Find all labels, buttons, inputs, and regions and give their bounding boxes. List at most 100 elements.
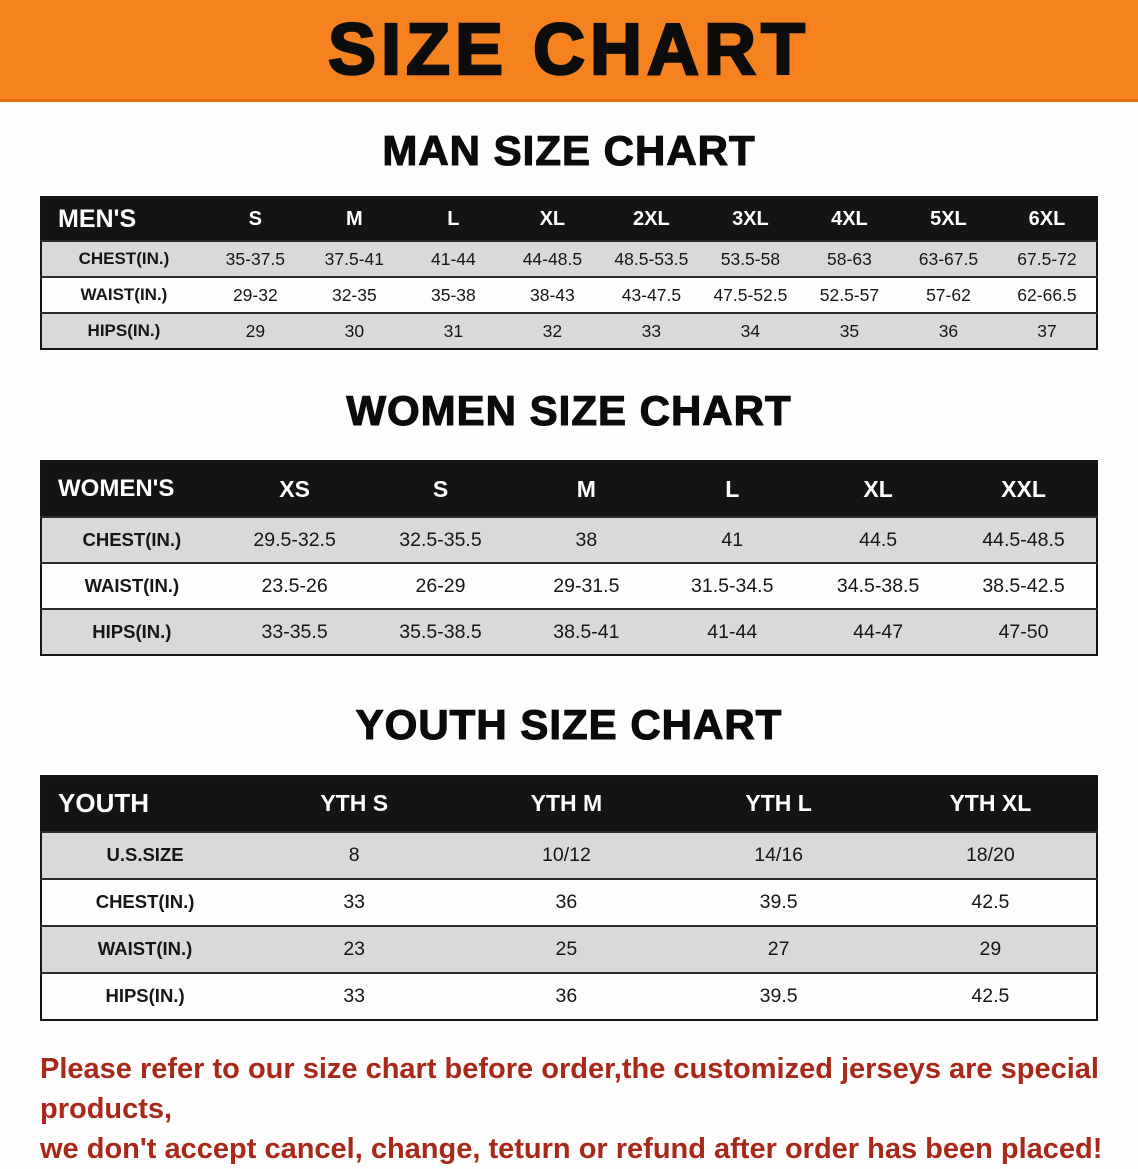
size-value: 44.5 [805, 516, 952, 564]
row-label: HIPS(IN.) [41, 608, 222, 656]
size-value: 62-66.5 [997, 276, 1097, 314]
size-value: 42.5 [884, 971, 1097, 1020]
size-value: 44-48.5 [502, 240, 602, 278]
size-value: 53.5-58 [700, 240, 800, 278]
size-value: 25 [460, 924, 673, 973]
man-size-chart-heading: MAN SIZE CHART [382, 127, 756, 174]
size-value: 47-50 [951, 608, 1097, 656]
size-value: 23.5-26 [221, 562, 368, 610]
size-value: 38 [513, 516, 660, 564]
size-value: 29 [884, 924, 1097, 973]
row-label: HIPS(IN.) [41, 312, 206, 350]
table-row: HIPS(IN.) 33-35.5 35.5-38.5 38.5-41 41-44 44-… [41, 608, 1097, 656]
size-column-header: M [346, 207, 363, 230]
size-value: 37 [997, 312, 1097, 350]
banner-title: SIZE CHART [327, 9, 810, 90]
size-value: 47.5-52.5 [700, 276, 800, 314]
size-column-header: XL [863, 475, 893, 502]
size-value: 33 [601, 312, 701, 350]
size-column-header: YTH L [745, 790, 812, 817]
size-value: 34 [700, 312, 800, 350]
size-value: 63-67.5 [898, 240, 998, 278]
size-value: 36 [898, 312, 998, 350]
size-value: 18/20 [884, 830, 1097, 879]
size-column-header: 6XL [1028, 207, 1066, 230]
table-row: U.S.SIZE 8 10/12 14/16 18/20 [41, 830, 1097, 879]
size-column-header: L [725, 475, 740, 502]
table-row: WAIST(IN.) 23 25 27 29 [41, 924, 1097, 973]
size-value: 31.5-34.5 [659, 562, 806, 610]
table-corner-label: YOUTH [58, 788, 149, 819]
size-value: 33-35.5 [221, 608, 368, 656]
size-value: 44.5-48.5 [951, 516, 1097, 564]
table-row: CHEST(IN.) 35-37.5 37.5-41 41-44 44-48.5 48.5… [41, 240, 1097, 278]
size-value: 29.5-32.5 [221, 516, 368, 564]
size-value: 29-31.5 [513, 562, 660, 610]
size-value: 23 [248, 924, 461, 973]
women-size-table: WOMEN'S XS S M L XL XXL CHEST(IN.) 29.5-32.5 32.5… [40, 460, 1098, 657]
size-value: 38-43 [502, 276, 602, 314]
size-column-header: S [432, 475, 449, 502]
size-value: 34.5-38.5 [805, 562, 952, 610]
table-row: HIPS(IN.) 33 36 39.5 42.5 [41, 971, 1097, 1020]
size-value: 33 [248, 971, 461, 1020]
size-value: 43-47.5 [601, 276, 701, 314]
size-value: 38.5-42.5 [951, 562, 1097, 610]
size-value: 26-29 [367, 562, 514, 610]
size-value: 31 [403, 312, 503, 350]
disclaimer-line-1: Please refer to our size chart before or… [40, 1052, 1099, 1125]
size-value: 8 [248, 830, 461, 879]
size-value: 52.5-57 [799, 276, 899, 314]
table-row: WAIST(IN.) 23.5-26 26-29 29-31.5 31.5-34.5 34… [41, 562, 1097, 610]
size-value: 41-44 [403, 240, 503, 278]
size-column-header: XXL [1001, 475, 1046, 502]
size-value: 32-35 [304, 276, 404, 314]
size-column-header: YTH XL [949, 790, 1032, 817]
size-value: 30 [304, 312, 404, 350]
size-column-header: XL [539, 207, 566, 230]
size-value: 14/16 [672, 830, 885, 879]
size-chart-banner: SIZE CHART [0, 0, 1138, 102]
row-label: WAIST(IN.) [41, 276, 206, 314]
size-column-header: 3XL [732, 207, 769, 230]
size-column-header: 5XL [930, 207, 967, 230]
table-row: HIPS(IN.) 29 30 31 32 33 34 35 36 37 [41, 312, 1097, 350]
size-column-header: YTH S [320, 790, 389, 817]
size-column-header: S [248, 207, 262, 230]
size-value: 29 [205, 312, 305, 350]
row-label: CHEST(IN.) [41, 877, 249, 926]
size-value: 33 [248, 877, 461, 926]
size-value: 36 [460, 877, 673, 926]
youth-size-chart-heading: YOUTH SIZE CHART [355, 701, 783, 749]
size-value: 41-44 [659, 608, 806, 656]
size-value: 29-32 [205, 276, 305, 314]
size-value: 48.5-53.5 [601, 240, 701, 278]
size-value: 32 [502, 312, 602, 350]
size-column-header: 2XL [633, 207, 670, 230]
size-value: 39.5 [672, 971, 885, 1020]
row-label: CHEST(IN.) [41, 240, 206, 278]
table-corner-label: MEN'S [58, 204, 137, 233]
size-column-header: L [447, 207, 460, 230]
row-label: U.S.SIZE [41, 830, 249, 879]
table-row: WAIST(IN.) 29-32 32-35 35-38 38-43 43-47.5 47.… [41, 276, 1097, 314]
men-size-table: MEN'S S M L XL 2XL 3XL 4XL 5XL 6XL CHEST(IN.) 35-37… [40, 196, 1098, 351]
row-label: HIPS(IN.) [41, 971, 249, 1020]
header-row: WOMEN'S XS S M L XL XXL [41, 461, 1097, 518]
table-corner-label: WOMEN'S [58, 475, 175, 503]
row-label: WAIST(IN.) [41, 562, 222, 610]
size-value: 35-37.5 [205, 240, 305, 278]
size-value: 44-47 [805, 608, 952, 656]
size-value: 32.5-35.5 [367, 516, 514, 564]
header-row: MEN'S S M L XL 2XL 3XL 4XL 5XL 6XL [41, 197, 1097, 242]
size-value: 36 [460, 971, 673, 1020]
youth-size-table: YOUTH YTH S YTH M YTH L YTH XL U.S.SIZE 8 10/12… [40, 774, 1098, 1021]
row-label: CHEST(IN.) [41, 516, 222, 564]
table-row: CHEST(IN.) 29.5-32.5 32.5-35.5 38 41 44.5 44.5… [41, 516, 1097, 564]
table-row: CHEST(IN.) 33 36 39.5 42.5 [41, 877, 1097, 926]
size-value: 35 [799, 312, 899, 350]
size-value: 35-38 [403, 276, 503, 314]
header-row: YOUTH YTH S YTH M YTH L YTH XL [41, 775, 1097, 832]
size-value: 38.5-41 [513, 608, 660, 656]
